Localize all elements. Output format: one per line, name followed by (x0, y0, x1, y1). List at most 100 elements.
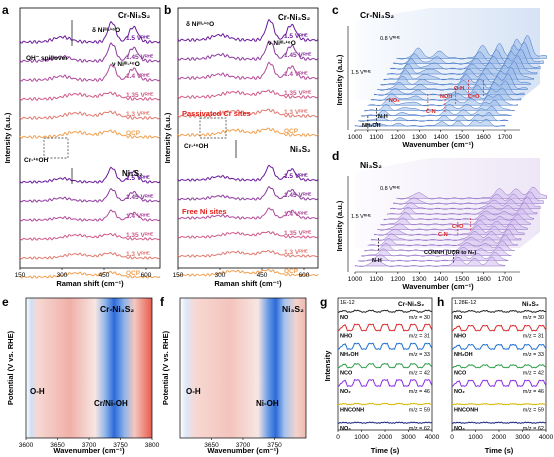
panel-h-tick-label: 3000 (515, 434, 530, 441)
panel-e-letter: e (2, 295, 9, 309)
panel-a-series-label: OCP (126, 130, 141, 137)
panel-a-series-label: 1.4 Vᴿᴴᴱ (126, 73, 150, 80)
panel-d-spectrum (389, 196, 541, 210)
panel-b-tick-label: 600 (299, 272, 310, 279)
panel-b-series-label: 1.35 Vᴿᴴᴱ (284, 90, 312, 97)
panel-a-ylabel: Intensity (a.u.) (3, 112, 12, 163)
panel-d-x-ticks: 1000 1100 1200 1300 1400 1500 1600 1700 (348, 272, 513, 283)
panel-d-spectrum (393, 191, 544, 205)
panel-d-tick-label: 1100 (369, 276, 383, 283)
panel-d-depth-top: 0.8 Vᴿᴴᴱ (380, 185, 401, 192)
panel-h-mz-label: m/z = 33 (523, 352, 544, 358)
panel-c: c 1000 1100 1200 1300 1400 1500 1600 1700 Waven… (332, 3, 547, 149)
panel-e-title: Cr-Ni₃S₂ (100, 304, 134, 314)
panel-a-spillover-label: OH⁻ spillover (26, 55, 68, 62)
panel-f-title: Ni₃S₂ (282, 304, 304, 314)
panel-b-passivated-label: Passivated Cr sites (182, 109, 251, 118)
panel-b-series-label: 1.45 Vᴿᴴᴱ (284, 192, 312, 199)
panel-g-title: Cr-Ni₃S₂ (398, 301, 424, 308)
panel-h-tick-label: 1000 (468, 434, 483, 441)
panel-f-tick-label: 3650 (204, 442, 219, 449)
panel-a-nu-label: ν Niᴵᴵᴵ-¹⁶O (112, 61, 140, 68)
panel-h-mz-label: m/z = 46 (523, 389, 544, 395)
panel-d-spectrum (386, 202, 538, 215)
panel-c-tick-label: 1100 (369, 134, 383, 141)
panel-c-tick-label: 1300 (412, 134, 427, 141)
panel-b-tick-label: 300 (215, 272, 226, 279)
panel-e-tick-label: 3600 (19, 442, 34, 449)
panel-g-mz-label: m/z = 46 (409, 389, 430, 395)
panel-g-traces: NO m/z = 30 NHO m/z = 31 NH₂OH m/z = 33 NCO m/z… (337, 309, 433, 432)
panel-d-spectrum (383, 208, 535, 221)
panel-h-species-label: HNCONH (454, 408, 478, 414)
panel-b-series-label: 1.5 Vᴿᴴᴱ (284, 33, 308, 40)
panel-b-series-label: OCP (284, 128, 299, 135)
panel-a-spectrum (19, 270, 161, 279)
panel-d-tick-label: 1200 (391, 276, 406, 283)
panel-b-spectrum (177, 230, 319, 239)
panel-c-tick-label: 1600 (476, 134, 491, 141)
panel-a-spectrum (19, 110, 161, 120)
panel-h-mz-label: m/z = 59 (523, 408, 544, 414)
panel-b-x-ticks: 150 300 450 600 (173, 268, 310, 279)
panel-a-series-label: 1.4 Vᴿᴴᴱ (126, 213, 150, 220)
panel-b-series-labels: 1.5 Vᴿᴴᴱ 1.45 Vᴿᴴᴱ 1.4 Vᴿᴴᴱ 1.35 Vᴿᴴᴱ 1.3 Vᴿ… (284, 33, 312, 275)
panel-b-series-label: 1.4 Vᴿᴴᴱ (284, 211, 308, 218)
panel-g-mz-label: m/z = 31 (409, 334, 430, 340)
panel-a-spectrum (19, 91, 161, 101)
panel-h-species-label: NO₃ (454, 426, 465, 432)
panel-a-spectrum (19, 166, 161, 184)
panel-c-ylabel: Intensity (a.u.) (335, 54, 344, 105)
panel-b-xlabel: Raman shift (cm⁻¹) (214, 279, 282, 288)
panel-g-species-label: NCO (340, 371, 353, 377)
panel-d-spectrum (354, 256, 506, 267)
panel-b-free-ni-label: Free Ni sites (182, 207, 227, 216)
panel-b-spectra (177, 18, 319, 277)
panel-f-ylabel: Potential (V vs. RHE) (161, 330, 170, 405)
panel-a-title-top: Cr-Ni₃S₂ (118, 11, 151, 20)
panel-b-tick-label: 450 (257, 272, 268, 279)
panel-c-peak-label: ⁻NO₂ (386, 98, 400, 104)
panel-a-series-labels: 1.5 Vᴿᴴᴱ 1.45 Vᴿᴴᴱ 1.4 Vᴿᴴᴱ 1.35 Vᴿᴴᴱ 1.3 Vᴿ… (126, 35, 154, 277)
panel-e-ylabel: Potential (V vs. RHE) (6, 330, 15, 405)
panel-h-tick-label: 2000 (492, 434, 507, 441)
panel-a-tick-label: 600 (141, 272, 152, 279)
panel-g-species-label: NO (340, 315, 349, 321)
panel-a-series-label: 1.5 Vᴿᴴᴱ (126, 35, 150, 42)
panel-h-trace (451, 403, 547, 406)
panel-f-tick-label: 3700 (236, 442, 251, 449)
panel-b-title-bottom: Ni₃S₂ (290, 145, 311, 154)
panel-b-spectrum (177, 207, 319, 220)
panel-b-series-label: OCP (284, 268, 299, 275)
panel-f-heatmap (180, 298, 306, 438)
panel-d-peak-label: C-N (438, 232, 448, 238)
panel-d-spectrum (380, 214, 531, 226)
panel-g-trace (337, 342, 433, 350)
panel-d: d 1000 1100 1200 1300 1400 1500 1600 1700 Waven… (332, 149, 547, 291)
panel-e-croh-label: Cr/Ni-OH (94, 399, 128, 408)
panel-b-series-label: 1.5 Vᴿᴴᴱ (284, 173, 308, 180)
panel-f-letter: f (160, 295, 165, 309)
panel-a-dashed-box (43, 137, 69, 159)
panel-g-trace (337, 323, 433, 332)
panel-f: f 3650 3700 3750 Wavenumber (cm⁻¹) Potenti… (160, 295, 307, 455)
panel-g-mz-label: m/z = 62 (409, 426, 430, 432)
panel-e-tick-label: 3750 (113, 442, 128, 449)
panel-d-peak-label: C=O (452, 224, 464, 230)
panel-a-series-label: 1.3 Vᴿᴴᴱ (126, 111, 150, 118)
panel-d-tick-label: 1300 (412, 276, 427, 283)
panel-d-waterfall (354, 186, 547, 267)
panel-c-spectrum (367, 94, 519, 107)
panel-b-series-label: 1.3 Vᴿᴴᴱ (284, 109, 308, 116)
panel-d-tick-label: 1000 (348, 276, 363, 283)
panel-b-nu-label: ν Niᴵᴵᴵ-¹⁶O (268, 40, 296, 47)
panel-h-mz-label: m/z = 62 (523, 426, 544, 432)
panel-a-spectrum (19, 20, 161, 44)
panel-h-mz-label: m/z = 31 (523, 334, 544, 340)
panel-b-spectrum (177, 164, 319, 182)
panel-c-depth-bottom: 1.5 Vᴿᴴᴱ (351, 69, 372, 76)
panel-c-spectrum (354, 118, 506, 127)
panel-a-croh-label: Cr-¹⁶OH (24, 157, 49, 164)
panel-e-tick-label: 3800 (145, 442, 160, 449)
panel-a-tick-label: 300 (57, 272, 68, 279)
